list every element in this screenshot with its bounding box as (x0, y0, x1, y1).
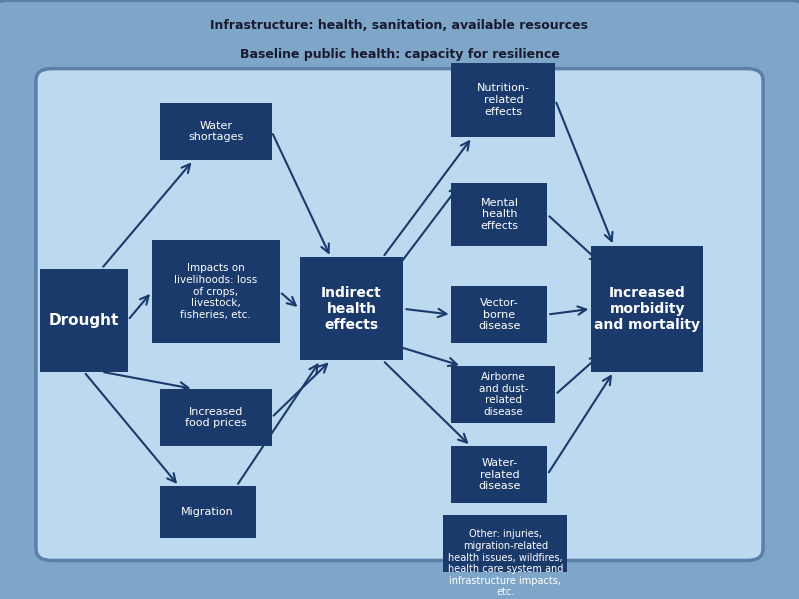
FancyBboxPatch shape (0, 0, 799, 577)
Text: Migration: Migration (181, 507, 234, 517)
FancyBboxPatch shape (160, 486, 256, 538)
Text: Airborne
and dust-
related
disease: Airborne and dust- related disease (479, 372, 528, 417)
Text: Impacts on
livelihoods: loss
of crops,
livestock,
fisheries, etc.: Impacts on livelihoods: loss of crops, l… (174, 264, 257, 320)
FancyBboxPatch shape (160, 103, 272, 160)
FancyBboxPatch shape (451, 63, 555, 137)
Text: Baseline public health: capacity for resilience: Baseline public health: capacity for res… (240, 48, 559, 61)
FancyBboxPatch shape (36, 69, 763, 561)
Text: Increased
food prices: Increased food prices (185, 407, 247, 428)
FancyBboxPatch shape (300, 258, 403, 361)
FancyBboxPatch shape (152, 240, 280, 343)
FancyBboxPatch shape (451, 286, 547, 343)
Text: Infrastructure: health, sanitation, available resources: Infrastructure: health, sanitation, avai… (210, 19, 589, 32)
FancyBboxPatch shape (451, 446, 547, 503)
Text: Increased
morbidity
and mortality: Increased morbidity and mortality (594, 286, 700, 332)
Text: Nutrition-
related
effects: Nutrition- related effects (477, 83, 530, 117)
FancyBboxPatch shape (591, 246, 703, 372)
Text: Indirect
health
effects: Indirect health effects (321, 286, 382, 332)
FancyBboxPatch shape (160, 389, 272, 446)
Text: Water-
related
disease: Water- related disease (478, 458, 521, 491)
FancyBboxPatch shape (40, 269, 128, 372)
FancyBboxPatch shape (451, 183, 547, 246)
Text: Water
shortages: Water shortages (188, 121, 244, 143)
Text: Drought: Drought (49, 313, 119, 328)
Text: Vector-
borne
disease: Vector- borne disease (478, 298, 521, 331)
Text: Mental
health
effects: Mental health effects (480, 198, 519, 231)
FancyBboxPatch shape (451, 366, 555, 423)
FancyBboxPatch shape (443, 515, 567, 599)
Text: Other: injuries,
migration-related
health issues, wildfires,
health care system : Other: injuries, migration-related healt… (447, 530, 563, 597)
